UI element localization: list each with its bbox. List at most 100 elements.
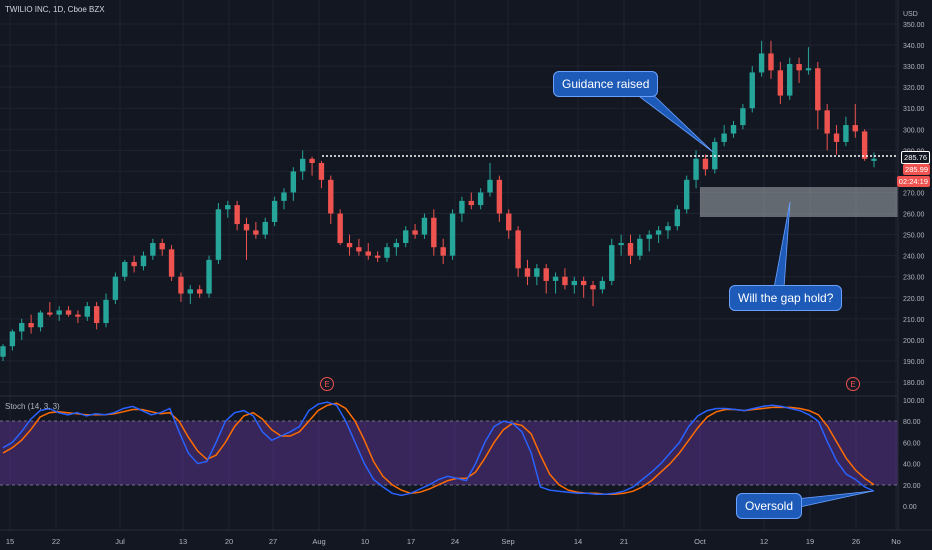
candle-body	[534, 268, 540, 277]
candle-body	[196, 289, 203, 294]
price-tick-label: 220.00	[903, 296, 925, 303]
candle-body	[346, 243, 353, 248]
candle-body	[150, 243, 156, 256]
candle-body	[421, 217, 428, 235]
grid-lines	[0, 0, 898, 530]
time-tick-label: Jul	[115, 537, 125, 546]
stoch-label: Stoch (14, 3, 3)	[5, 402, 60, 411]
candle-body	[562, 276, 568, 286]
candle-body	[168, 249, 175, 277]
price-tick-label: 250.00	[903, 233, 925, 240]
candle-body	[271, 200, 278, 222]
candle-body	[393, 243, 400, 248]
candle-body	[159, 243, 165, 250]
candle-body	[646, 234, 652, 239]
guidance-callout[interactable]: Guidance raised	[553, 71, 659, 97]
candle-body	[787, 64, 793, 96]
candle-body	[19, 323, 25, 332]
price-tick-label: 230.00	[903, 275, 925, 282]
stoch-k-line	[2, 401, 875, 497]
earnings-marker-2[interactable]	[846, 377, 860, 391]
candle-body	[609, 245, 615, 281]
candle-body	[552, 276, 559, 281]
time-tick-label: 21	[620, 537, 628, 546]
price-tick-label: 320.00	[903, 85, 925, 92]
candle-body	[47, 312, 53, 315]
stoch-tick-label: 0.00	[903, 504, 917, 511]
candle-body	[440, 247, 446, 256]
candle-body	[674, 209, 681, 227]
price-axis[interactable]: 350.00340.00330.00320.00310.00300.00290.…	[903, 22, 925, 387]
gap-callout[interactable]: Will the gap hold?	[729, 285, 843, 311]
candle-body	[365, 251, 371, 256]
time-tick-label: 15	[6, 537, 14, 546]
candle-body	[253, 230, 259, 235]
price-tick-label: 300.00	[903, 127, 925, 134]
time-axis[interactable]: 15 22 Jul 13 20 27 Aug 10 17 24 Sep 14 21 Oct 12 19 26 No	[6, 537, 901, 546]
candle-body	[225, 205, 231, 210]
time-tick-label: No	[891, 537, 901, 546]
stoch-tick-label: 80.00	[903, 419, 921, 426]
candle-body	[683, 179, 690, 210]
time-tick-label: 24	[451, 537, 459, 546]
candle-body	[833, 133, 840, 142]
candle-body	[506, 213, 512, 231]
candle-body	[234, 205, 240, 225]
candle-body	[37, 312, 44, 328]
oversold-callout[interactable]: Oversold	[736, 493, 803, 519]
candle-body	[140, 255, 147, 267]
candle-body	[693, 158, 699, 180]
earnings-marker-1[interactable]	[320, 377, 334, 391]
stoch-tick-label: 100.00	[903, 398, 925, 405]
time-tick-label: 20	[225, 537, 233, 546]
candle-body	[665, 226, 671, 231]
candle-body	[281, 192, 287, 201]
candle-body	[309, 158, 315, 163]
candle-body	[356, 247, 362, 252]
price-tick-label: 310.00	[903, 106, 925, 113]
stoch-band	[0, 421, 898, 485]
price-tick-label: 330.00	[903, 64, 925, 71]
earnings-marker-2-label: E	[850, 380, 855, 389]
candle-body	[215, 209, 222, 260]
close-price-tag: 285.99	[903, 164, 930, 175]
candle-body	[243, 224, 250, 231]
stoch-tick-label: 20.00	[903, 483, 921, 490]
candle-body	[262, 221, 268, 235]
candle-body	[758, 53, 765, 73]
candle-body	[403, 230, 409, 244]
time-tick-label: 17	[407, 537, 415, 546]
chart-title: TWILIO INC, 1D, Cboe BZX	[5, 5, 105, 14]
price-tick-label: 200.00	[903, 338, 925, 345]
stoch-axis[interactable]: 100.00 80.00 60.00 40.00 20.00 0.00	[903, 398, 925, 511]
candle-body	[515, 230, 521, 269]
candle-body	[28, 323, 34, 328]
candle-body	[299, 158, 306, 172]
candle-body	[627, 243, 634, 256]
candle-body	[9, 331, 16, 347]
candle-body	[571, 280, 578, 286]
candle-body	[824, 110, 830, 134]
candle-body	[318, 162, 325, 180]
countdown-tag: 02:24:19	[896, 176, 930, 187]
candle-body	[852, 125, 858, 132]
time-tick-label: Aug	[312, 537, 325, 546]
candle-body	[122, 261, 128, 277]
candle-body	[0, 346, 6, 357]
candle-body	[374, 255, 381, 258]
time-tick-label: 27	[269, 537, 277, 546]
candle-body	[187, 289, 194, 294]
candle-body	[805, 68, 812, 71]
price-tick-label: 260.00	[903, 212, 925, 219]
candle-body	[777, 70, 784, 96]
candle-body	[65, 310, 72, 315]
earnings-marker-1-label: E	[324, 380, 329, 389]
candle-body	[75, 314, 81, 317]
candle-body	[580, 280, 587, 286]
candle-body	[487, 179, 493, 193]
candle-body	[56, 310, 62, 315]
candle-body	[749, 72, 755, 109]
price-tick-label: 350.00	[903, 22, 925, 29]
time-tick-label: Sep	[501, 537, 514, 546]
